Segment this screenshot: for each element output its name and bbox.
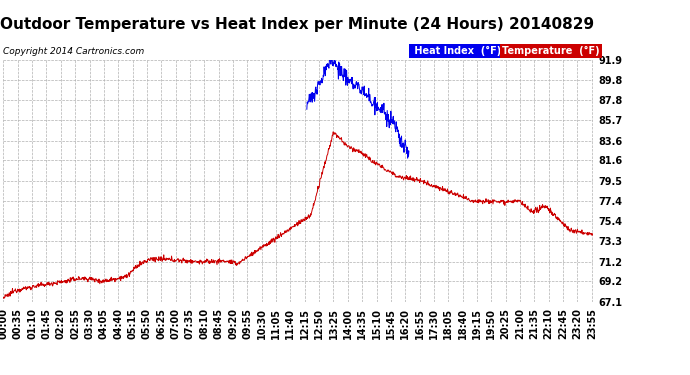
Text: Temperature  (°F): Temperature (°F)	[502, 46, 600, 56]
Text: Heat Index  (°F): Heat Index (°F)	[411, 46, 501, 56]
Text: Copyright 2014 Cartronics.com: Copyright 2014 Cartronics.com	[3, 47, 145, 56]
Text: Outdoor Temperature vs Heat Index per Minute (24 Hours) 20140829: Outdoor Temperature vs Heat Index per Mi…	[0, 17, 594, 32]
